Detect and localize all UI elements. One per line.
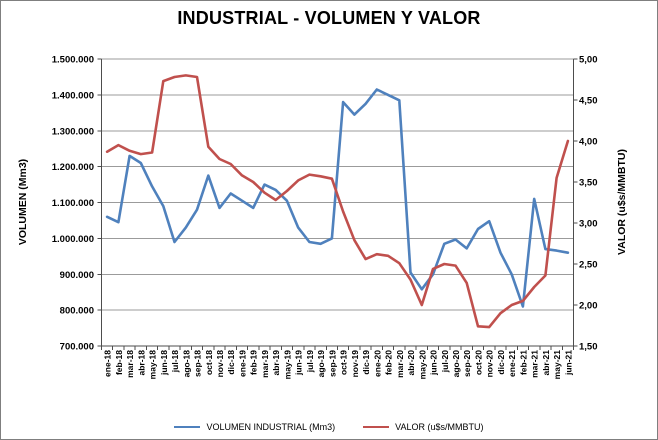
x-axis-category-label: jun-21 [563, 350, 573, 376]
legend-label-valor: VALOR (u$s/MMBTU) [395, 422, 484, 432]
x-axis-category-label: nov-20 [485, 350, 495, 378]
right-axis-tick-label: 2,00 [579, 301, 598, 312]
x-axis-category-label: ene-21 [507, 350, 517, 377]
x-axis-category-label: abr-18 [136, 350, 146, 376]
left-axis-tick-label: 700.000 [60, 342, 94, 353]
x-axis-category-label: jul-20 [440, 350, 450, 373]
left-axis-tick-label: 1.300.000 [52, 126, 94, 137]
legend-line-sample-volumen-icon [174, 425, 201, 429]
x-axis-category-label: sep-18 [193, 350, 203, 377]
left-axis-tick-label: 1.100.000 [52, 198, 94, 209]
x-axis-category-label: may-21 [552, 350, 562, 380]
x-axis-category-label: oct-18 [204, 350, 214, 375]
legend-item-volumen: VOLUMEN INDUSTRIAL (Mm3) [174, 422, 335, 432]
left-axis-tick-label: 1.400.000 [52, 90, 94, 101]
x-axis-category-label: oct-19 [339, 350, 349, 375]
left-axis-tick-label: 1.200.000 [52, 162, 94, 173]
x-axis-category-label: jun-20 [429, 350, 439, 376]
x-axis-category-label: ene-19 [237, 350, 247, 377]
series-line-valor [105, 74, 570, 329]
right-axis-tick-label: 3,50 [579, 178, 598, 189]
right-axis-title: VALOR (u$s/MMBTU) [616, 149, 628, 255]
x-axis-category-label: may-18 [148, 350, 158, 380]
x-axis-category-label: ene-20 [372, 350, 382, 377]
x-axis-category-label: feb-18 [114, 350, 124, 375]
right-axis-tick-label: 2,50 [579, 260, 598, 271]
x-axis-category-label: jun-19 [294, 350, 304, 376]
x-axis-category-label: mar-18 [125, 350, 135, 378]
x-axis-category-label: abr-20 [406, 350, 416, 376]
series-line-volumen [105, 88, 570, 308]
x-axis-category-label: dic-19 [361, 350, 371, 375]
x-axis-category-label: sep-19 [327, 350, 337, 377]
legend-label-volumen: VOLUMEN INDUSTRIAL (Mm3) [206, 422, 336, 432]
x-axis-category-label: feb-21 [518, 350, 528, 375]
chart-title: INDUSTRIAL - VOLUMEN Y VALOR [177, 8, 481, 28]
right-axis-tick-label: 4,50 [579, 96, 598, 107]
x-axis-category-label: mar-21 [530, 350, 540, 378]
right-axis-tick-label: 4,00 [579, 137, 598, 148]
x-axis-category-label: sep-20 [462, 350, 472, 377]
x-axis-category-label: abr-21 [541, 350, 551, 376]
x-axis-category-label: feb-19 [249, 350, 259, 375]
x-axis-category-label: mar-20 [395, 350, 405, 378]
x-axis-category-label: mar-19 [260, 350, 270, 378]
x-axis-category-label: feb-20 [384, 350, 394, 375]
x-axis-category-label: oct-20 [473, 350, 483, 375]
left-axis-title: VOLUMEN (Mm3) [17, 159, 29, 245]
left-axis-tick-label: 800.000 [60, 306, 94, 317]
x-axis-category-label: dic-18 [226, 350, 236, 375]
x-axis-category-label: abr-19 [271, 350, 281, 376]
x-axis-category-label: nov-19 [350, 350, 360, 378]
right-axis-tick-label: 5,00 [579, 55, 598, 66]
x-axis-category-label: jul-19 [305, 350, 315, 373]
left-axis-tick-label: 1.500.000 [52, 55, 94, 66]
x-axis-category-label: ago-19 [316, 350, 326, 378]
right-axis-tick-label: 3,00 [579, 219, 598, 230]
x-axis-category-label: may-19 [282, 350, 292, 380]
left-axis-tick-label: 900.000 [60, 270, 94, 281]
x-axis-category-label: jun-18 [159, 350, 169, 376]
legend-line-sample-valor-icon [363, 425, 390, 429]
x-axis-category-label: ene-18 [103, 350, 113, 377]
x-axis-category-label: nov-18 [215, 350, 225, 378]
chart-legend: VOLUMEN INDUSTRIAL (Mm3) VALOR (u$s/MMBT… [1, 422, 657, 432]
x-axis-category-label: ago-20 [451, 350, 461, 378]
x-axis-category-label: ago-18 [181, 350, 191, 378]
right-axis-tick-label: 1,50 [579, 342, 598, 353]
legend-item-valor: VALOR (u$s/MMBTU) [363, 422, 484, 432]
x-axis-category-label: jul-18 [170, 350, 180, 373]
x-axis-category-label: may-20 [417, 350, 427, 380]
left-axis-tick-label: 1.000.000 [52, 234, 94, 245]
x-axis-category-label: dic-20 [496, 350, 506, 375]
